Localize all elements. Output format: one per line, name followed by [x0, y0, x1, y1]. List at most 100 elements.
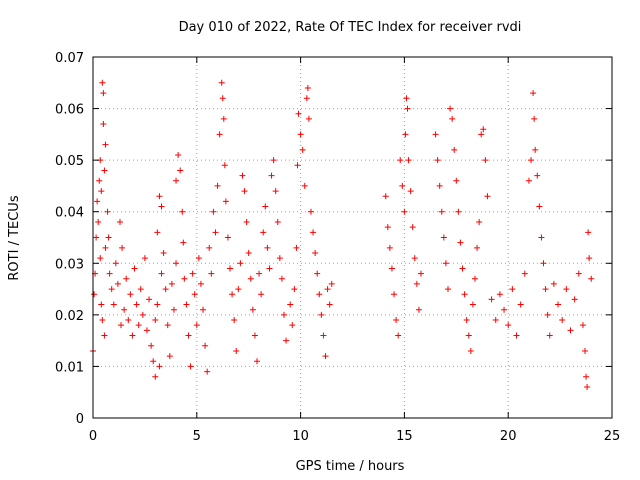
data-point	[447, 105, 454, 112]
data-point	[457, 239, 464, 246]
data-point	[459, 265, 466, 272]
data-point	[440, 234, 447, 241]
y-tick-label: 0.04	[55, 206, 84, 221]
data-point	[101, 332, 108, 339]
data-point	[324, 286, 331, 293]
data-point	[274, 219, 281, 226]
y-tick-label: 0.01	[55, 360, 84, 375]
data-point	[455, 208, 462, 215]
data-point	[195, 255, 202, 262]
x-tick-label: 15	[396, 429, 413, 444]
data-point	[415, 306, 422, 313]
data-point	[409, 224, 416, 231]
data-point	[127, 291, 134, 298]
data-point	[129, 332, 136, 339]
data-point	[100, 90, 107, 97]
data-point	[135, 322, 142, 329]
x-tick-label: 25	[604, 429, 621, 444]
data-point	[119, 244, 126, 251]
data-point	[391, 291, 398, 298]
data-point	[482, 157, 489, 164]
x-tick-label: 20	[500, 429, 517, 444]
data-point	[112, 260, 119, 267]
data-point	[555, 301, 562, 308]
data-point	[187, 363, 194, 370]
data-point	[401, 208, 408, 215]
data-point	[95, 219, 102, 226]
data-point	[141, 255, 148, 262]
data-point	[316, 291, 323, 298]
data-point	[264, 244, 271, 251]
data-point	[118, 322, 125, 329]
data-point	[229, 291, 236, 298]
data-point	[241, 188, 248, 195]
data-point	[299, 146, 306, 153]
y-tick-label: 0.02	[55, 309, 84, 324]
data-point	[326, 301, 333, 308]
data-point	[314, 270, 321, 277]
data-point	[474, 244, 481, 251]
data-point	[310, 229, 317, 236]
data-point	[268, 172, 275, 179]
data-point	[247, 275, 254, 282]
data-point	[571, 296, 578, 303]
data-point	[249, 306, 256, 313]
data-point	[183, 301, 190, 308]
data-point	[496, 291, 503, 298]
data-point	[143, 327, 150, 334]
data-point	[280, 311, 287, 318]
data-point	[94, 198, 101, 205]
data-point	[395, 332, 402, 339]
data-point	[488, 296, 495, 303]
data-point	[563, 286, 570, 293]
chart-title: Day 010 of 2022, Rate Of TEC Index for r…	[179, 20, 522, 35]
data-point	[384, 224, 391, 231]
data-point	[180, 239, 187, 246]
data-point	[413, 280, 420, 287]
data-point	[156, 193, 163, 200]
data-point	[121, 306, 128, 313]
axis-ticks: 0 5 10 15 20 25 0 0.01 0.02 0.03 0.04 0.05 0.06 0.07	[55, 51, 620, 444]
data-point	[513, 332, 520, 339]
data-point	[114, 280, 121, 287]
data-point	[579, 322, 586, 329]
data-point	[270, 157, 277, 164]
data-point	[386, 244, 393, 251]
data-point	[318, 311, 325, 318]
data-point	[125, 317, 132, 324]
data-point	[91, 291, 98, 298]
data-point	[93, 234, 100, 241]
data-point	[531, 115, 538, 122]
y-tick-label: 0	[76, 412, 84, 427]
data-point	[382, 193, 389, 200]
data-point	[283, 337, 290, 344]
data-point	[297, 131, 304, 138]
data-point	[546, 332, 553, 339]
data-point	[418, 270, 425, 277]
data-point	[105, 234, 112, 241]
data-point	[266, 265, 273, 272]
data-point	[227, 265, 234, 272]
data-point	[96, 177, 103, 184]
data-point	[442, 260, 449, 267]
data-point	[179, 208, 186, 215]
data-point	[305, 115, 312, 122]
data-point	[150, 358, 157, 365]
data-point	[108, 286, 115, 293]
data-point	[444, 286, 451, 293]
data-point	[175, 151, 182, 158]
data-point	[97, 255, 104, 262]
data-point	[162, 286, 169, 293]
data-point	[173, 260, 180, 267]
data-point	[224, 234, 231, 241]
data-point	[411, 255, 418, 262]
data-point	[434, 157, 441, 164]
data-point	[256, 270, 263, 277]
data-point	[116, 219, 123, 226]
data-point	[154, 229, 161, 236]
data-point	[567, 327, 574, 334]
data-point	[402, 131, 409, 138]
data-point	[544, 311, 551, 318]
data-point	[152, 317, 159, 324]
